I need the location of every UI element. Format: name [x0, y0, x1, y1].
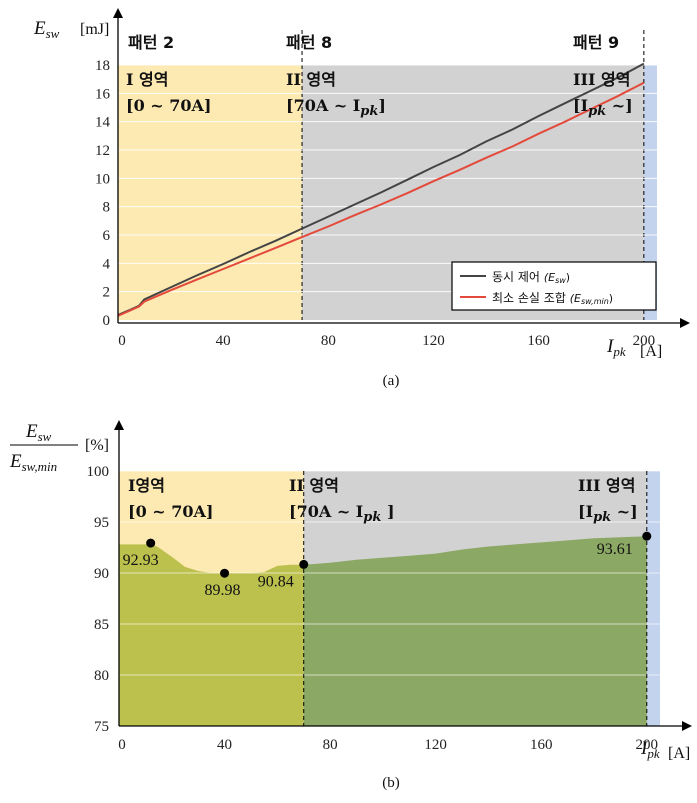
a-xtick-4: 160 — [527, 333, 550, 349]
a-ytick-0: 0 — [103, 313, 111, 329]
b-point-3 — [642, 531, 652, 541]
a-ytick-1: 2 — [103, 285, 111, 301]
b-xtick-4: 160 — [530, 737, 553, 753]
a-region-bg-0 — [118, 65, 303, 320]
b-y-label: Esw Esw,min — [9, 421, 78, 474]
b-xtick-1: 40 — [217, 737, 232, 753]
panel-a: 0 2 4 6 8 10 12 14 16 18 0 40 80 120 160 200 I 영역 [0 ~ 7… — [33, 8, 690, 389]
a-ytick-4: 8 — [103, 200, 111, 216]
b-xtick-5: 200 — [636, 737, 659, 753]
b-ytick-0: 75 — [94, 719, 109, 735]
b-y-unit: [%] — [85, 437, 109, 454]
legend-entry-1: 최소 손실 조합 (Esw,min) — [492, 291, 613, 306]
b-ytick-5: 100 — [87, 464, 110, 480]
a-region-range-2: [Ipk ~] — [573, 96, 633, 119]
b-ytick-3: 90 — [94, 566, 109, 582]
b-area-region-1 — [119, 543, 304, 726]
svg-text:Esw,min: Esw,min — [9, 451, 57, 474]
b-region-range-1: [70A ~ Ipk ] — [289, 502, 395, 525]
b-region-bg-2 — [646, 471, 660, 726]
a-ytick-8: 16 — [95, 86, 111, 102]
b-caption: (b) — [382, 775, 400, 791]
b-region-range-2: [Ipk ~] — [578, 502, 638, 525]
a-x-label: Ipk — [606, 336, 626, 359]
b-area-region-2 — [303, 536, 647, 726]
a-ytick-2: 4 — [103, 256, 111, 272]
a-region-bg-2 — [643, 65, 657, 320]
b-x-label: Ipk — [640, 738, 660, 761]
b-point-2 — [299, 559, 309, 569]
a-series-line-1 — [117, 81, 645, 317]
a-caption: (a) — [383, 373, 400, 389]
a-ytick-3: 6 — [103, 228, 111, 244]
a-region-name-1: II 영역 — [286, 70, 336, 89]
a-region-range-0: [0 ~ 70A] — [126, 96, 212, 115]
b-point-1 — [220, 568, 230, 578]
a-x-unit: [A] — [640, 343, 662, 360]
pattern-label-9: 패턴 9 — [573, 33, 619, 52]
a-region-range-1: [70A ~ Ipk] — [286, 96, 386, 119]
a-series-line-0 — [117, 62, 645, 316]
b-xtick-3: 120 — [424, 737, 447, 753]
a-ytick-9: 18 — [95, 58, 110, 74]
panel-b: 75 80 85 90 95 100 0 40 80 120 160 200 I영역 [0 ~ 70A]… — [9, 420, 692, 791]
a-ytick-5: 10 — [95, 171, 110, 187]
b-xtick-0: 0 — [118, 737, 126, 753]
b-point-label-3: 93.61 — [597, 541, 633, 558]
a-ytick-7: 14 — [95, 115, 111, 131]
b-xtick-2: 80 — [323, 737, 338, 753]
b-ytick-1: 80 — [94, 668, 109, 684]
legend-entry-0: 동시 제어 (Esw) — [492, 270, 570, 285]
a-xtick-2: 80 — [321, 333, 336, 349]
b-region-name-0: I영역 — [128, 476, 165, 495]
b-region-name-1: II 영역 — [289, 476, 339, 495]
b-ytick-2: 85 — [94, 617, 109, 633]
b-ytick-4: 95 — [94, 515, 109, 531]
a-y-unit: [mJ] — [80, 21, 109, 38]
a-xtick-3: 120 — [422, 333, 445, 349]
a-xtick-1: 40 — [216, 333, 231, 349]
b-x-unit: [A] — [668, 745, 690, 762]
a-ytick-6: 12 — [95, 143, 110, 159]
b-point-0 — [146, 538, 156, 548]
a-xtick-0: 0 — [118, 333, 126, 349]
svg-text:Esw: Esw — [25, 421, 52, 444]
b-point-label-1: 89.98 — [205, 582, 241, 599]
a-y-label: Esw — [33, 18, 60, 41]
a-xtick-5: 200 — [633, 333, 656, 349]
a-region-name-2: III 영역 — [573, 70, 630, 89]
b-region-range-0: [0 ~ 70A] — [128, 502, 214, 521]
a-legend: 동시 제어 (Esw) 최소 손실 조합 (Esw,min) — [451, 261, 657, 311]
pattern-label-2: 패턴 2 — [128, 33, 174, 52]
pattern-label-8: 패턴 8 — [286, 33, 332, 52]
b-point-label-2: 90.84 — [258, 573, 294, 590]
b-region-name-2: III 영역 — [578, 476, 635, 495]
b-point-label-0: 92.93 — [123, 552, 159, 569]
a-region-name-0: I 영역 — [126, 70, 169, 89]
